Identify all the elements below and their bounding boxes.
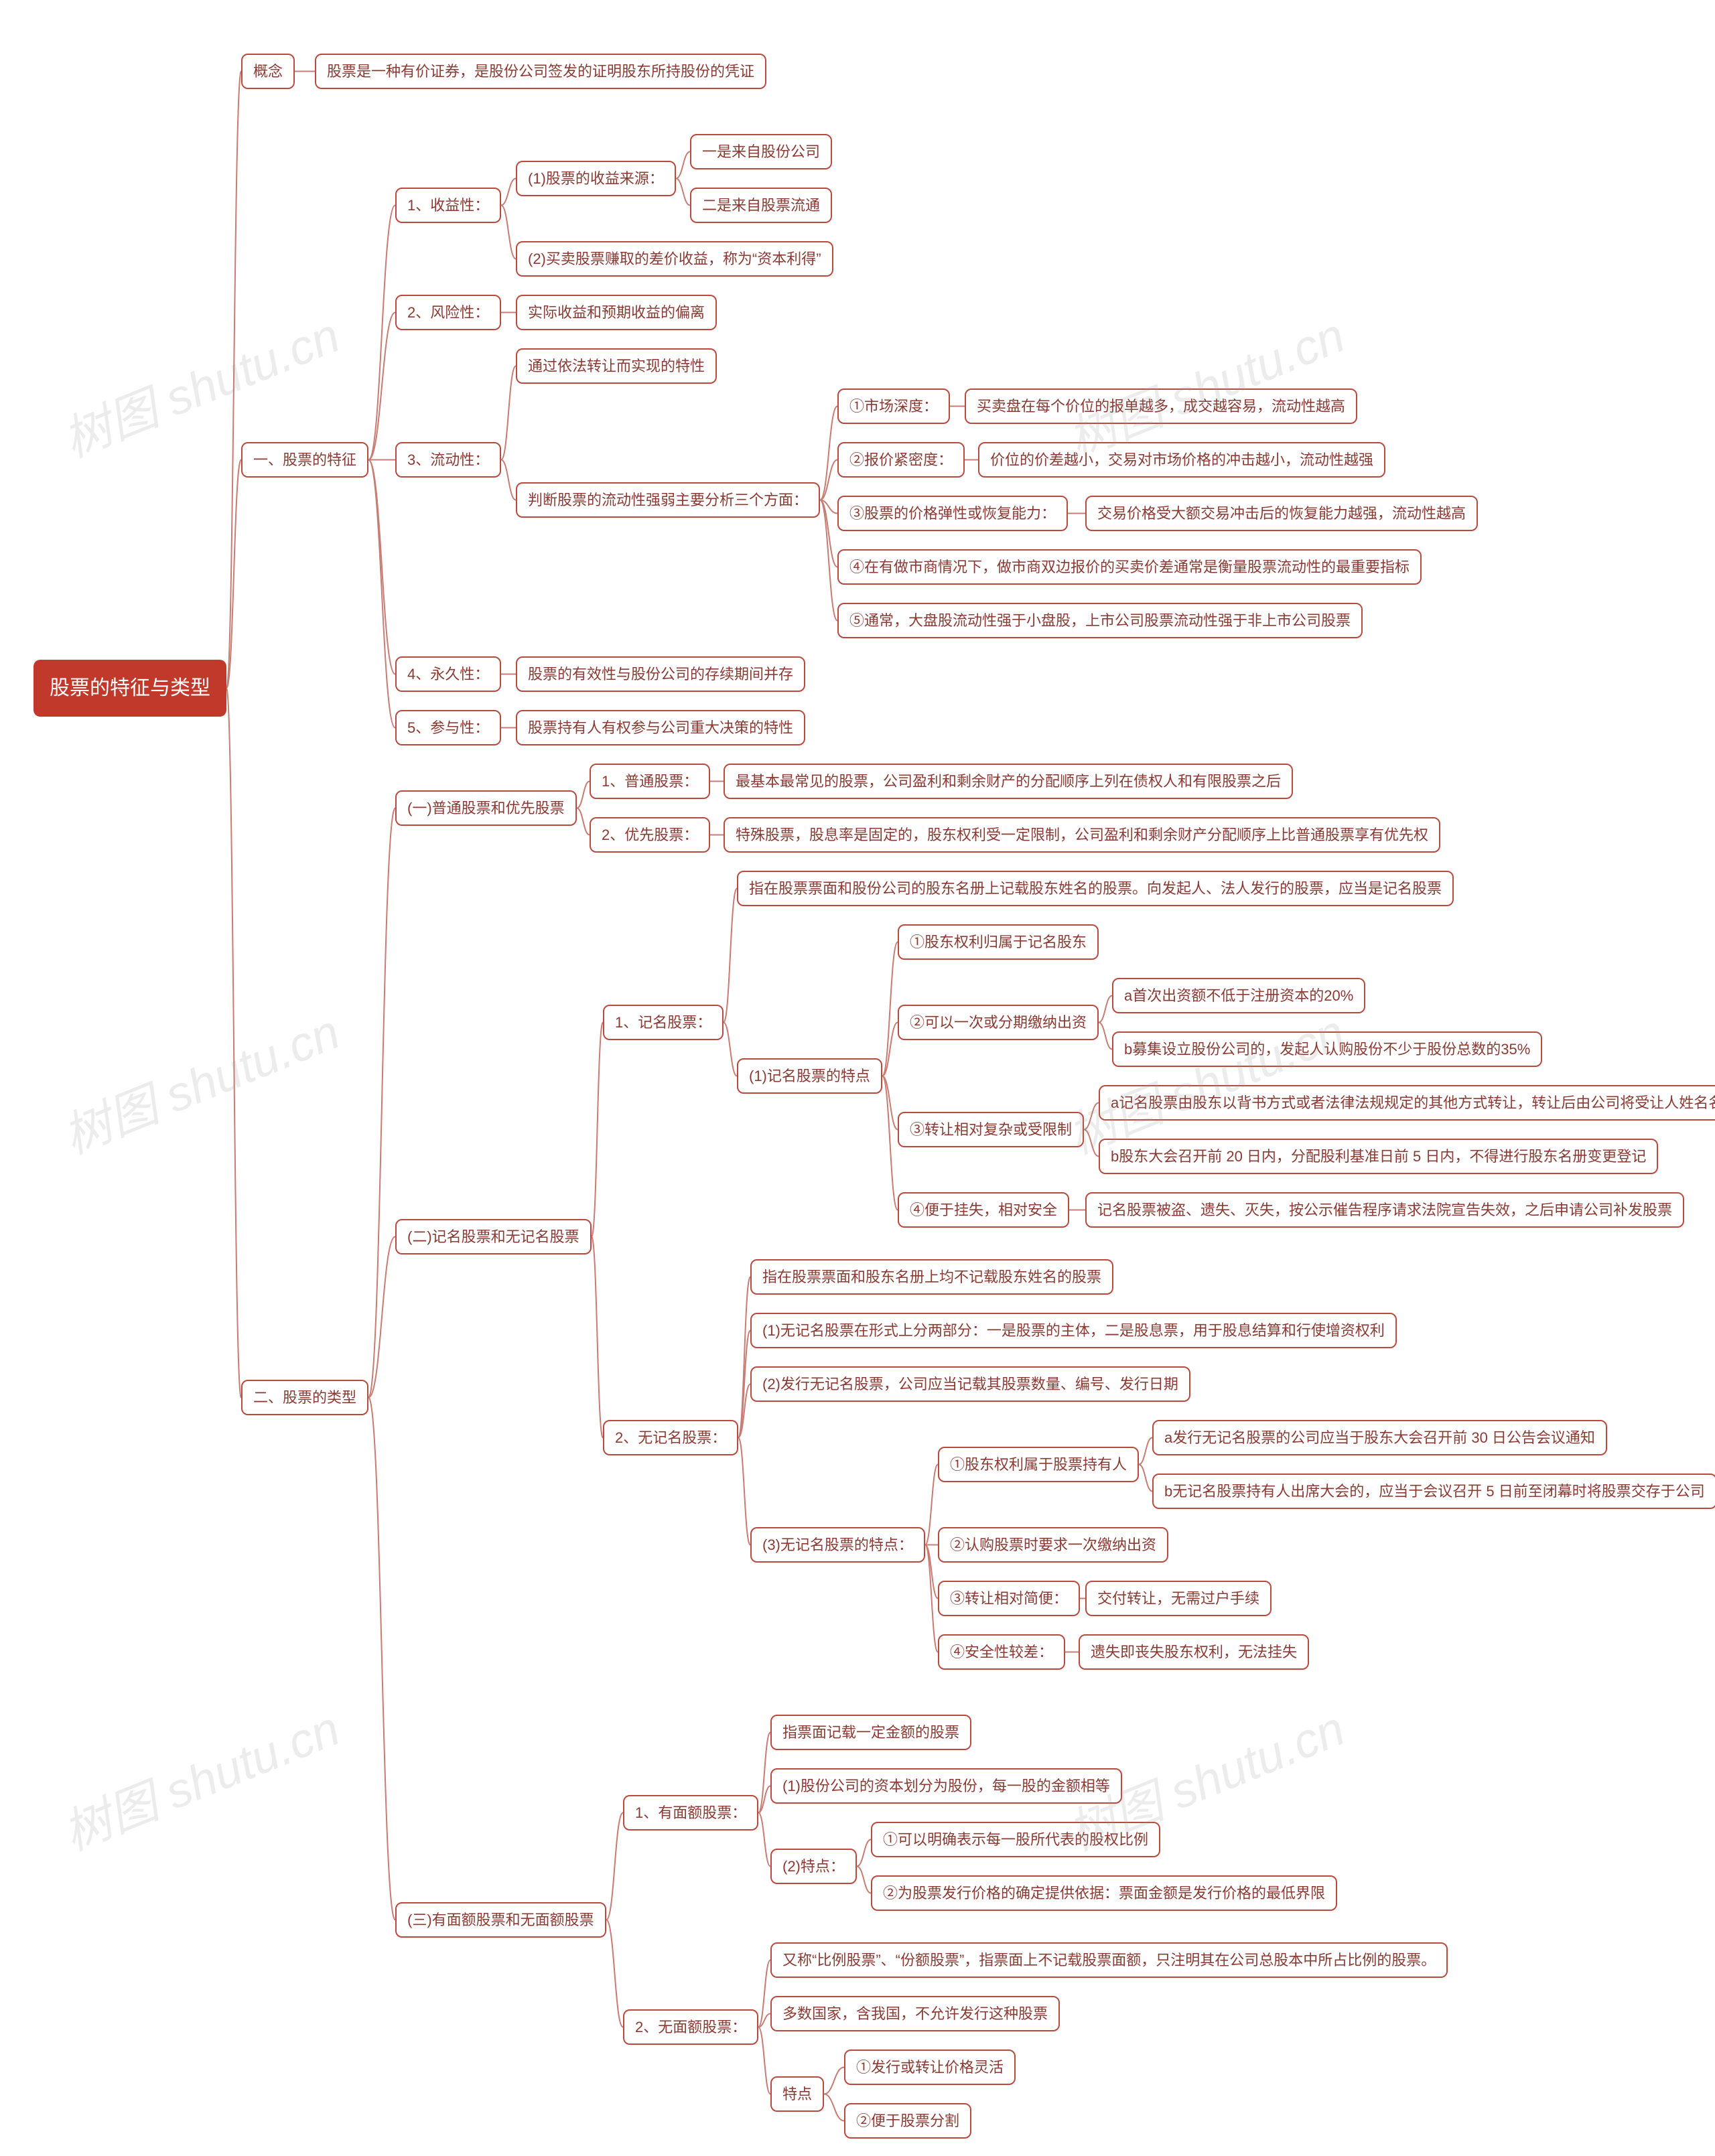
mindmap-node: ④便于挂失，相对安全	[898, 1192, 1069, 1228]
mindmap-node: (1)股份公司的资本划分为股份，每一股的金额相等	[770, 1768, 1122, 1804]
mindmap-node: 又称“比例股票”、“份额股票”，指票面上不记载股票面额，只注明其在公司总股本中所…	[770, 1942, 1448, 1978]
mindmap-node: (三)有面额股票和无面额股票	[395, 1902, 606, 1938]
mindmap-node: ②便于股票分割	[844, 2103, 971, 2139]
mindmap-node: ③转让相对复杂或受限制	[898, 1112, 1084, 1147]
mindmap-node: 二、股票的类型	[241, 1380, 368, 1415]
mindmap-node: ③转让相对简便：	[938, 1581, 1080, 1616]
mindmap-node: 多数国家，含我国，不允许发行这种股票	[770, 1996, 1060, 2031]
mindmap-node: 2、无记名股票：	[603, 1420, 738, 1455]
mindmap-node: ②报价紧密度：	[837, 442, 965, 478]
mindmap-node: a记名股票由股东以背书方式或者法律法规规定的其他方式转让，转让后由公司将受让人姓…	[1099, 1085, 1715, 1121]
mindmap-node: ①股东权利归属于记名股东	[898, 924, 1099, 960]
mindmap-node: 记名股票被盗、遗失、灭失，按公示催告程序请求法院宣告失效，之后申请公司补发股票	[1085, 1192, 1684, 1228]
mindmap-node: b股东大会召开前 20 日内，分配股利基准日前 5 日内，不得进行股东名册变更登…	[1099, 1139, 1658, 1174]
mindmap-node: 交易价格受大额交易冲击后的恢复能力越强，流动性越高	[1085, 496, 1478, 531]
mindmap-node: 判断股票的流动性强弱主要分析三个方面：	[516, 482, 820, 518]
mindmap-node: (3)无记名股票的特点：	[750, 1527, 925, 1563]
mindmap-node: 实际收益和预期收益的偏离	[516, 295, 717, 330]
mindmap-node: 一、股票的特征	[241, 442, 368, 478]
mindmap-node: ④安全性较差：	[938, 1634, 1065, 1670]
mindmap-node: (2)特点：	[770, 1849, 857, 1884]
mindmap-node: ①可以明确表示每一股所代表的股权比例	[871, 1822, 1160, 1857]
mindmap-node: 指票面记载一定金额的股票	[770, 1715, 971, 1750]
mindmap-node: ⑤通常，大盘股流动性强于小盘股，上市公司股票流动性强于非上市公司股票	[837, 603, 1363, 638]
mindmap-node: 股票持有人有权参与公司重大决策的特性	[516, 710, 805, 745]
mindmap-node: b募集设立股份公司的，发起人认购股份不少于股份总数的35%	[1112, 1031, 1542, 1067]
mindmap-node: 3、流动性：	[395, 442, 501, 478]
mindmap-node: 买卖盘在每个价位的报单越多，成交越容易，流动性越高	[965, 388, 1357, 424]
root-node: 股票的特征与类型	[33, 660, 226, 717]
mindmap-node: ①股东权利属于股票持有人	[938, 1447, 1139, 1482]
mindmap-node: 2、无面额股票：	[623, 2009, 758, 2045]
mindmap-node: 交付转让，无需过户手续	[1085, 1581, 1272, 1616]
mindmap-node: (二)记名股票和无记名股票	[395, 1219, 592, 1254]
mindmap-node: ②认购股票时要求一次缴纳出资	[938, 1527, 1168, 1563]
mindmap-node: 概念	[241, 54, 295, 89]
watermark: 树图 shutu.cn	[51, 1689, 348, 1864]
mindmap-node: a首次出资额不低于注册资本的20%	[1112, 978, 1365, 1013]
mindmap-node: ①发行或转让价格灵活	[844, 2050, 1016, 2085]
mindmap-node: 指在股票票面和股东名册上均不记载股东姓名的股票	[750, 1259, 1113, 1295]
mindmap-node: 1、普通股票：	[590, 764, 710, 799]
mindmap-node: 股票的有效性与股份公司的存续期间并存	[516, 656, 805, 692]
mindmap-node: 1、收益性：	[395, 188, 501, 223]
mindmap-node: 2、优先股票：	[590, 817, 710, 853]
mindmap-node: a发行无记名股票的公司应当于股东大会召开前 30 日公告会议通知	[1152, 1420, 1607, 1455]
mindmap-node: 1、有面额股票：	[623, 1795, 758, 1830]
mindmap-node: ②为股票发行价格的确定提供依据：票面金额是发行价格的最低界限	[871, 1875, 1337, 1911]
mindmap-node: (一)普通股票和优先股票	[395, 790, 577, 826]
mindmap-node: 股票是一种有价证券，是股份公司签发的证明股东所持股份的凭证	[315, 54, 766, 89]
mindmap-canvas: 股票的特征与类型 概念股票是一种有价证券，是股份公司签发的证明股东所持股份的凭证一…	[0, 0, 1715, 2156]
mindmap-node: ④在有做市商情况下，做市商双边报价的买卖价差通常是衡量股票流动性的最重要指标	[837, 549, 1422, 585]
mindmap-node: 特殊股票，股息率是固定的，股东权利受一定限制，公司盈利和剩余财产分配顺序上比普通…	[724, 817, 1440, 853]
mindmap-node: 最基本最常见的股票，公司盈利和剩余财产的分配顺序上列在债权人和有限股票之后	[724, 764, 1293, 799]
mindmap-node: 5、参与性：	[395, 710, 501, 745]
mindmap-node: (1)记名股票的特点	[737, 1058, 882, 1094]
watermark: 树图 shutu.cn	[51, 993, 348, 1167]
mindmap-node: 4、永久性：	[395, 656, 501, 692]
mindmap-node: (2)买卖股票赚取的差价收益，称为“资本利得”	[516, 241, 833, 277]
mindmap-node: 通过依法转让而实现的特性	[516, 348, 717, 384]
mindmap-node: (2)发行无记名股票，公司应当记载其股票数量、编号、发行日期	[750, 1366, 1190, 1402]
mindmap-node: ②可以一次或分期缴纳出资	[898, 1005, 1099, 1040]
mindmap-node: 1、记名股票：	[603, 1005, 724, 1040]
mindmap-node: 特点	[770, 2076, 824, 2112]
mindmap-node: 遗失即丧失股东权利，无法挂失	[1079, 1634, 1309, 1670]
mindmap-node: 指在股票票面和股份公司的股东名册上记载股东姓名的股票。向发起人、法人发行的股票，…	[737, 871, 1454, 906]
mindmap-node: 一是来自股份公司	[690, 134, 832, 169]
mindmap-node: ①市场深度：	[837, 388, 950, 424]
mindmap-node: (1)无记名股票在形式上分两部分：一是股票的主体，二是股息票，用于股息结算和行使…	[750, 1313, 1397, 1348]
mindmap-node: (1)股票的收益来源：	[516, 161, 676, 196]
mindmap-node: 价位的价差越小，交易对市场价格的冲击越小，流动性越强	[978, 442, 1385, 478]
mindmap-node: 二是来自股票流通	[690, 188, 832, 223]
mindmap-node: ③股票的价格弹性或恢复能力：	[837, 496, 1068, 531]
mindmap-node: b无记名股票持有人出席大会的，应当于会议召开 5 日前至闭幕时将股票交存于公司	[1152, 1474, 1715, 1509]
mindmap-node: 2、风险性：	[395, 295, 501, 330]
